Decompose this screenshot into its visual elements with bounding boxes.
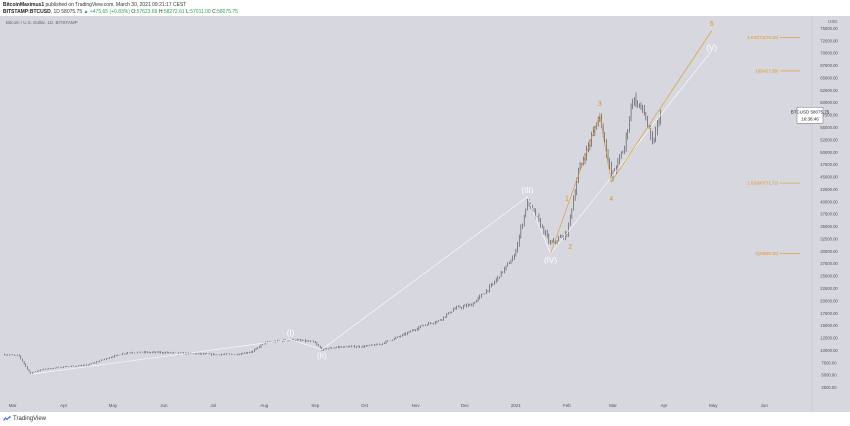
y-tick-label: 35000.00 — [820, 224, 838, 229]
y-tick-label: 22500.00 — [820, 286, 838, 291]
x-tick-label: Aug — [260, 403, 269, 408]
y-tick-label: 62500.00 — [820, 88, 838, 93]
open-label: O: — [131, 9, 137, 15]
y-tick-label: 10000.00 — [820, 348, 838, 353]
x-axis: Mar Apr May Jun Jul Aug Sep Oct Nov Dec 2021 Feb Mar… — [9, 403, 769, 408]
time-scale[interactable] — [0, 400, 812, 412]
x-tick-label: Mar — [9, 403, 17, 408]
x-tick-label: Apr — [660, 403, 668, 408]
x-tick-label: Feb — [563, 403, 571, 408]
close-value: 58075.75 — [217, 9, 238, 15]
low-label: L: — [186, 9, 191, 15]
last-price: 58075.75 — [61, 9, 83, 15]
change-arrow: ▲ — [83, 9, 89, 15]
fib-level-label: 0(29558.38) — [755, 251, 778, 256]
y-tick-label: 5000.00 — [821, 373, 837, 378]
wave-label[interactable]: 1 — [565, 195, 569, 202]
x-tick-label: Apr — [60, 403, 68, 408]
primary-wave-line[interactable] — [30, 50, 712, 375]
y-tick-label: 55000.00 — [820, 125, 838, 130]
wave-labels: (I) (II) (III) (IV) (V) 1 2 3 4 5 — [287, 21, 718, 361]
price-scale[interactable] — [812, 16, 850, 412]
plot-area[interactable] — [0, 16, 812, 400]
y-tick-label: 40000.00 — [820, 199, 838, 204]
published-text: published on TradingView.com, March 30, … — [45, 2, 187, 8]
sub-wave-line[interactable] — [550, 30, 712, 254]
y-tick-label: 12500.00 — [820, 336, 838, 341]
symbol-name[interactable]: BITSTAMP:BTCUSD — [3, 9, 51, 15]
y-tick-label: 67500.00 — [820, 63, 838, 68]
wave-lines — [30, 30, 712, 375]
candles — [4, 92, 661, 375]
y-tick-label: 45000.00 — [820, 175, 838, 180]
wave-label[interactable]: 2 — [568, 244, 572, 251]
x-tick-label: 2021 — [511, 403, 522, 408]
x-tick-label: Jun — [160, 403, 168, 408]
wave-label[interactable]: (I) — [287, 329, 295, 338]
y-axis: 2500.00 5000.00 7500.00 10000.00 12500.00 150… — [820, 26, 838, 390]
high-value: 58272.61 — [163, 9, 185, 15]
y-tick-label: 47500.00 — [820, 162, 838, 167]
y-tick-label: 2500.00 — [821, 385, 837, 390]
x-tick-label: Mar — [609, 403, 617, 408]
chart-title: Bitcoin / U.S. Dollar, 1D, BITSTAMP — [6, 20, 78, 25]
publish-info: BitcoinMaximus1 published on TradingView… — [3, 2, 186, 8]
tradingview-logo-icon[interactable] — [3, 416, 11, 422]
price-chart[interactable]: Bitcoin / U.S. Dollar, 1D, BITSTAMP USD … — [0, 16, 850, 412]
y-tick-label: 70000.00 — [820, 51, 838, 56]
x-tick-label: Sep — [311, 403, 320, 408]
low-value: 57011.00 — [190, 9, 211, 15]
y-tick-label: 32500.00 — [820, 236, 838, 241]
wave-label[interactable]: (V) — [706, 44, 717, 53]
y-tick-label: 72500.00 — [820, 38, 838, 43]
high-label: H: — [158, 9, 164, 15]
price-label-box — [796, 107, 824, 124]
x-tick-label: Jul — [210, 403, 216, 408]
y-tick-label: 52500.00 — [820, 137, 838, 142]
x-tick-label: Oct — [361, 403, 369, 408]
y-tick-label: 65000.00 — [820, 75, 838, 80]
price-label: BTCUSD 58075.75 16:38:46 — [791, 107, 830, 124]
y-tick-label: 25000.00 — [820, 274, 838, 279]
wave-label[interactable]: 5 — [710, 21, 714, 28]
y-tick-label: 20000.00 — [820, 298, 838, 303]
y-tick-label: 15000.00 — [820, 323, 838, 328]
x-tick-label: May — [109, 403, 118, 408]
fib-level-label: 1.618(43771.72) — [747, 181, 778, 186]
close-label: C: — [212, 9, 218, 15]
wave-label[interactable]: (IV) — [544, 256, 557, 265]
y-tick-label: 75000.00 — [820, 26, 838, 31]
x-tick-label: Dec — [461, 403, 470, 408]
chart-header: BitcoinMaximus1 published on TradingView… — [0, 0, 850, 16]
price-label-text: BTCUSD 58075.75 — [791, 110, 830, 115]
y-tick-label: 30000.00 — [820, 249, 838, 254]
y-tick-label: 37500.00 — [820, 212, 838, 217]
author-name[interactable]: BitcoinMaximus1 — [3, 2, 45, 8]
y-tick-label: 42500.00 — [820, 187, 838, 192]
currency-label: USD — [828, 19, 838, 24]
wave-label[interactable]: 4 — [609, 196, 613, 203]
countdown-text: 16:38:46 — [801, 117, 819, 122]
fib-level-label: 4.618(73178.49) — [747, 35, 778, 40]
x-tick-label: May — [709, 403, 718, 408]
wave-label[interactable]: 3 — [598, 101, 602, 108]
y-tick-label: 60000.00 — [820, 100, 838, 105]
footer: TradingView — [3, 414, 46, 424]
wave-label[interactable]: (III) — [521, 186, 533, 195]
brand-name[interactable]: TradingView — [13, 416, 47, 422]
y-tick-label: 27500.00 — [820, 261, 838, 266]
y-tick-label: 57500.00 — [820, 113, 838, 118]
open-value: 57623.69 — [136, 9, 158, 15]
x-tick-label: Nov — [412, 403, 421, 408]
period: 1D — [53, 9, 60, 15]
x-tick-label: Jun — [761, 403, 769, 408]
wave-label[interactable]: (II) — [317, 351, 327, 360]
fib-level-label: 1(66417.28) — [755, 68, 778, 73]
fib-levels: 4.618(73178.49) 1(66417.28) 1.618(43771.72… — [747, 35, 800, 256]
y-tick-label: 17500.00 — [820, 311, 838, 316]
y-tick-label: 50000.00 — [820, 150, 838, 155]
price-change: +475.65 (+0.83%) — [89, 9, 130, 15]
symbol-info: BITSTAMP:BTCUSD, 1D 58075.75 ▲ +475.65 (… — [3, 9, 238, 15]
y-tick-label: 7500.00 — [821, 360, 837, 365]
